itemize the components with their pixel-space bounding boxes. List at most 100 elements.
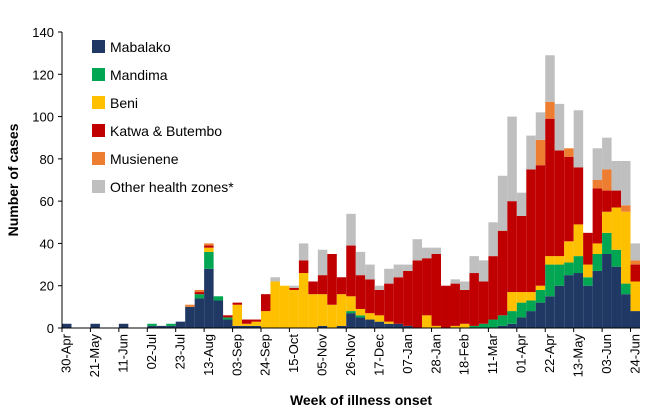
y-tick-label: 40 bbox=[40, 236, 54, 251]
bar-segment-beni bbox=[573, 224, 584, 257]
bar-segment-katwa-butembo bbox=[412, 260, 423, 328]
bar-segment-other-health-zones- bbox=[355, 251, 366, 276]
bar-segment-katwa-butembo bbox=[365, 279, 375, 314]
x-tick-label: 17-Dec bbox=[371, 334, 386, 376]
bar-segment-mabalako bbox=[156, 325, 167, 328]
bar-segment-mabalako bbox=[365, 319, 375, 328]
bar-segment-mabalako bbox=[204, 268, 214, 328]
bar-segment-other-health-zones- bbox=[545, 55, 555, 102]
bar-segment-beni bbox=[298, 273, 309, 328]
bar-segment-mandima bbox=[602, 232, 612, 254]
bar-segment-katwa-butembo bbox=[346, 245, 356, 297]
bar-segment-other-health-zones- bbox=[554, 103, 565, 151]
bar-segment-mabalako bbox=[554, 285, 565, 328]
bar-segment-mabalako bbox=[573, 273, 584, 328]
bar-segment-other-health-zones- bbox=[516, 192, 527, 216]
bar-segment-mabalako bbox=[403, 325, 413, 328]
bar-segment-mabalako bbox=[592, 270, 603, 328]
bar-segment-musienene bbox=[621, 205, 631, 212]
bar-segment-mabalako bbox=[535, 302, 546, 328]
bar-segment-katwa-butembo bbox=[459, 289, 470, 324]
bar-segment-katwa-butembo bbox=[450, 283, 460, 326]
bar-segment-beni bbox=[630, 281, 640, 312]
bar-segment-mabalako bbox=[384, 323, 394, 328]
bar-segment-beni bbox=[308, 294, 318, 328]
bar-segment-beni bbox=[535, 285, 546, 290]
bar-segment-musienene bbox=[204, 243, 214, 246]
bar-segment-beni bbox=[450, 325, 460, 328]
bar-segment-mabalako bbox=[497, 325, 508, 328]
bar-segment-mabalako bbox=[62, 323, 72, 328]
bar-segment-mabalako bbox=[185, 306, 195, 328]
bar-segment-beni bbox=[289, 289, 299, 328]
bar-segment-mabalako bbox=[630, 311, 640, 328]
bar-segment-mabalako bbox=[374, 321, 385, 328]
bar-segment-mandima bbox=[478, 323, 489, 328]
bar-segment-musienene bbox=[535, 139, 546, 166]
bar-segment-mandima bbox=[213, 296, 224, 301]
bar-segment-other-health-zones- bbox=[317, 249, 328, 276]
y-tick-label: 60 bbox=[40, 194, 54, 209]
bar-segment-mandima bbox=[526, 300, 536, 312]
x-tick-label: 26-Nov bbox=[343, 334, 358, 376]
bar-segment-beni bbox=[621, 211, 631, 284]
bar-segment-katwa-butembo bbox=[564, 156, 574, 242]
bar-segment-beni bbox=[336, 294, 347, 326]
bar-segment-beni bbox=[327, 304, 337, 328]
bar-segment-musienene bbox=[592, 180, 603, 189]
bar-segment-mabalako bbox=[583, 285, 593, 328]
bar-segment-mandima bbox=[223, 317, 233, 320]
bar-segment-mandima bbox=[507, 311, 517, 324]
legend-swatch bbox=[92, 180, 105, 193]
bar-segment-other-health-zones- bbox=[592, 148, 603, 180]
legend-swatch bbox=[92, 40, 105, 53]
bar-segment-mabalako bbox=[602, 254, 612, 328]
bar-segment-beni bbox=[232, 304, 243, 326]
bar-segment-mandima bbox=[573, 256, 584, 274]
bar-segment-beni bbox=[242, 323, 252, 326]
bar-segment-katwa-butembo bbox=[308, 281, 318, 295]
bar-segment-beni bbox=[545, 256, 555, 265]
bar-segment-katwa-butembo bbox=[592, 188, 603, 244]
legend-swatch bbox=[92, 96, 105, 109]
bar-segment-mabalako bbox=[166, 325, 176, 328]
bar-segment-beni bbox=[384, 321, 394, 324]
bar-segment-mabalako bbox=[526, 311, 536, 328]
bar-segment-mandima bbox=[204, 251, 214, 269]
bar-segment-mabalako bbox=[175, 321, 186, 328]
bar-segment-katwa-butembo bbox=[516, 215, 527, 293]
bar-segment-other-health-zones- bbox=[298, 243, 309, 261]
bar-segment-mabalako bbox=[564, 275, 574, 328]
bar-segment-other-health-zones- bbox=[422, 247, 432, 259]
y-tick-label: 20 bbox=[40, 279, 54, 294]
y-tick-label: 140 bbox=[32, 25, 54, 40]
y-tick-label: 80 bbox=[40, 152, 54, 167]
bar-segment-other-health-zones- bbox=[270, 277, 280, 282]
bar-segment-beni bbox=[317, 294, 328, 326]
bar-segment-beni bbox=[431, 325, 442, 328]
bar-segment-musienene bbox=[545, 101, 555, 119]
bar-segment-other-health-zones- bbox=[535, 112, 546, 140]
bar-segment-mabalako bbox=[242, 325, 252, 328]
bar-segment-katwa-butembo bbox=[317, 275, 328, 295]
bar-segment-mabalako bbox=[355, 317, 366, 328]
bar-segment-other-health-zones- bbox=[573, 110, 584, 168]
bar-segment-other-health-zones- bbox=[488, 222, 498, 257]
bar-segment-katwa-butembo bbox=[374, 289, 385, 316]
bar-segment-katwa-butembo bbox=[611, 190, 622, 208]
x-tick-label: 15-Oct bbox=[286, 334, 301, 373]
bar-segment-beni bbox=[459, 323, 470, 328]
bar-segment-katwa-butembo bbox=[336, 277, 347, 295]
legend-label: Mandima bbox=[110, 67, 168, 83]
bar-segment-mabalako bbox=[516, 317, 527, 328]
bar-segment-other-health-zones- bbox=[469, 256, 479, 274]
bar-segment-mabalako bbox=[118, 323, 129, 328]
bar-segment-mandima bbox=[166, 323, 176, 326]
bar-segment-musienene bbox=[564, 148, 574, 157]
bar-segment-mandima bbox=[147, 323, 157, 326]
bar-segment-katwa-butembo bbox=[478, 281, 489, 324]
legend: Mabalako Mandima Beni Katwa & Butembo Musien… bbox=[92, 39, 234, 195]
bar-segment-mandima bbox=[194, 294, 205, 299]
bar-segment-musienene bbox=[194, 289, 205, 293]
legend-label: Beni bbox=[110, 95, 138, 111]
